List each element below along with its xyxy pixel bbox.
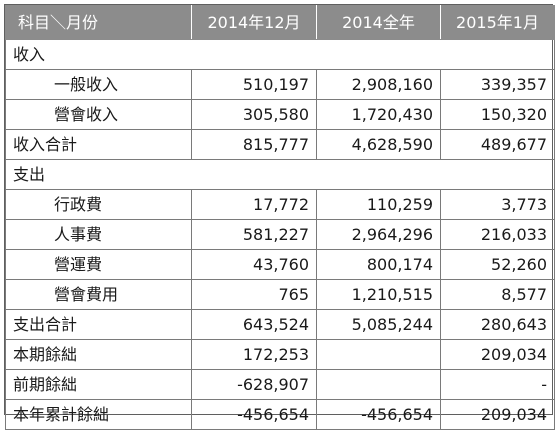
item-label: 一般收入	[5, 69, 192, 100]
value-cell: 52,260	[440, 249, 555, 280]
value-cell: 3,773	[440, 189, 555, 220]
value-cell: -456,654	[191, 399, 317, 430]
value-cell: 4,628,590	[316, 129, 441, 160]
value-cell	[316, 369, 441, 400]
value-cell: -	[440, 369, 555, 400]
value-cell: 172,253	[191, 339, 317, 370]
value-cell: 581,227	[191, 219, 317, 250]
value-cell: 1,210,515	[316, 279, 441, 310]
item-label: 營會費用	[5, 279, 192, 310]
header-row: 科目＼月份 2014年12月 2014全年 2015年1月	[5, 5, 555, 40]
table-row: 支出	[5, 159, 555, 190]
value-cell: 765	[191, 279, 317, 310]
value-cell: 216,033	[440, 219, 555, 250]
value-cell: -628,907	[191, 369, 317, 400]
item-label: 人事費	[5, 219, 192, 250]
value-cell: 510,197	[191, 69, 317, 100]
header-cell-2014-year: 2014全年	[316, 5, 441, 40]
table-body: 收入 一般收入 510,197 2,908,160 339,357 營會收入 305,580…	[5, 39, 555, 430]
value-cell: 489,677	[440, 129, 555, 160]
table-row: 一般收入 510,197 2,908,160 339,357	[5, 69, 555, 100]
value-cell	[316, 339, 441, 370]
value-cell: 800,174	[316, 249, 441, 280]
section-label: 收入	[5, 39, 555, 70]
value-cell: 209,034	[440, 339, 555, 370]
table-row: 收入	[5, 39, 555, 70]
table-row: 前期餘絀 -628,907 -	[5, 369, 555, 400]
value-cell: 643,524	[191, 309, 317, 340]
value-cell: 339,357	[440, 69, 555, 100]
table-row: 收入合計 815,777 4,628,590 489,677	[5, 129, 555, 160]
value-cell: 2,908,160	[316, 69, 441, 100]
table-row: 本期餘絀 172,253 209,034	[5, 339, 555, 370]
table-row: 營運費 43,760 800,174 52,260	[5, 249, 555, 280]
total-label: 前期餘絀	[5, 369, 192, 400]
table-row: 本年累計餘絀 -456,654 -456,654 209,034	[5, 399, 555, 430]
item-label: 營運費	[5, 249, 192, 280]
header-cell-2015-01: 2015年1月	[440, 5, 555, 40]
table-row: 營會費用 765 1,210,515 8,577	[5, 279, 555, 310]
value-cell: 43,760	[191, 249, 317, 280]
value-cell: -456,654	[316, 399, 441, 430]
value-cell: 209,034	[440, 399, 555, 430]
header-cell-2014-12: 2014年12月	[191, 5, 317, 40]
item-label: 營會收入	[5, 99, 192, 130]
header-cell-subject: 科目＼月份	[5, 5, 192, 40]
value-cell: 150,320	[440, 99, 555, 130]
value-cell: 1,720,430	[316, 99, 441, 130]
value-cell: 815,777	[191, 129, 317, 160]
value-cell: 5,085,244	[316, 309, 441, 340]
table-row: 營會收入 305,580 1,720,430 150,320	[5, 99, 555, 130]
value-cell: 8,577	[440, 279, 555, 310]
value-cell: 110,259	[316, 189, 441, 220]
value-cell: 2,964,296	[316, 219, 441, 250]
item-label: 行政費	[5, 189, 192, 220]
value-cell: 17,772	[191, 189, 317, 220]
total-label: 收入合計	[5, 129, 192, 160]
table-row: 人事費 581,227 2,964,296 216,033	[5, 219, 555, 250]
budget-table-container: 科目＼月份 2014年12月 2014全年 2015年1月 收入 一般收入 510,…	[4, 4, 555, 430]
table-row: 行政費 17,772 110,259 3,773	[5, 189, 555, 220]
table-row: 支出合計 643,524 5,085,244 280,643	[5, 309, 555, 340]
budget-table: 科目＼月份 2014年12月 2014全年 2015年1月 收入 一般收入 510,…	[5, 5, 555, 430]
value-cell: 280,643	[440, 309, 555, 340]
total-label: 支出合計	[5, 309, 192, 340]
section-label: 支出	[5, 159, 555, 190]
total-label: 本年累計餘絀	[5, 399, 192, 430]
total-label: 本期餘絀	[5, 339, 192, 370]
value-cell: 305,580	[191, 99, 317, 130]
